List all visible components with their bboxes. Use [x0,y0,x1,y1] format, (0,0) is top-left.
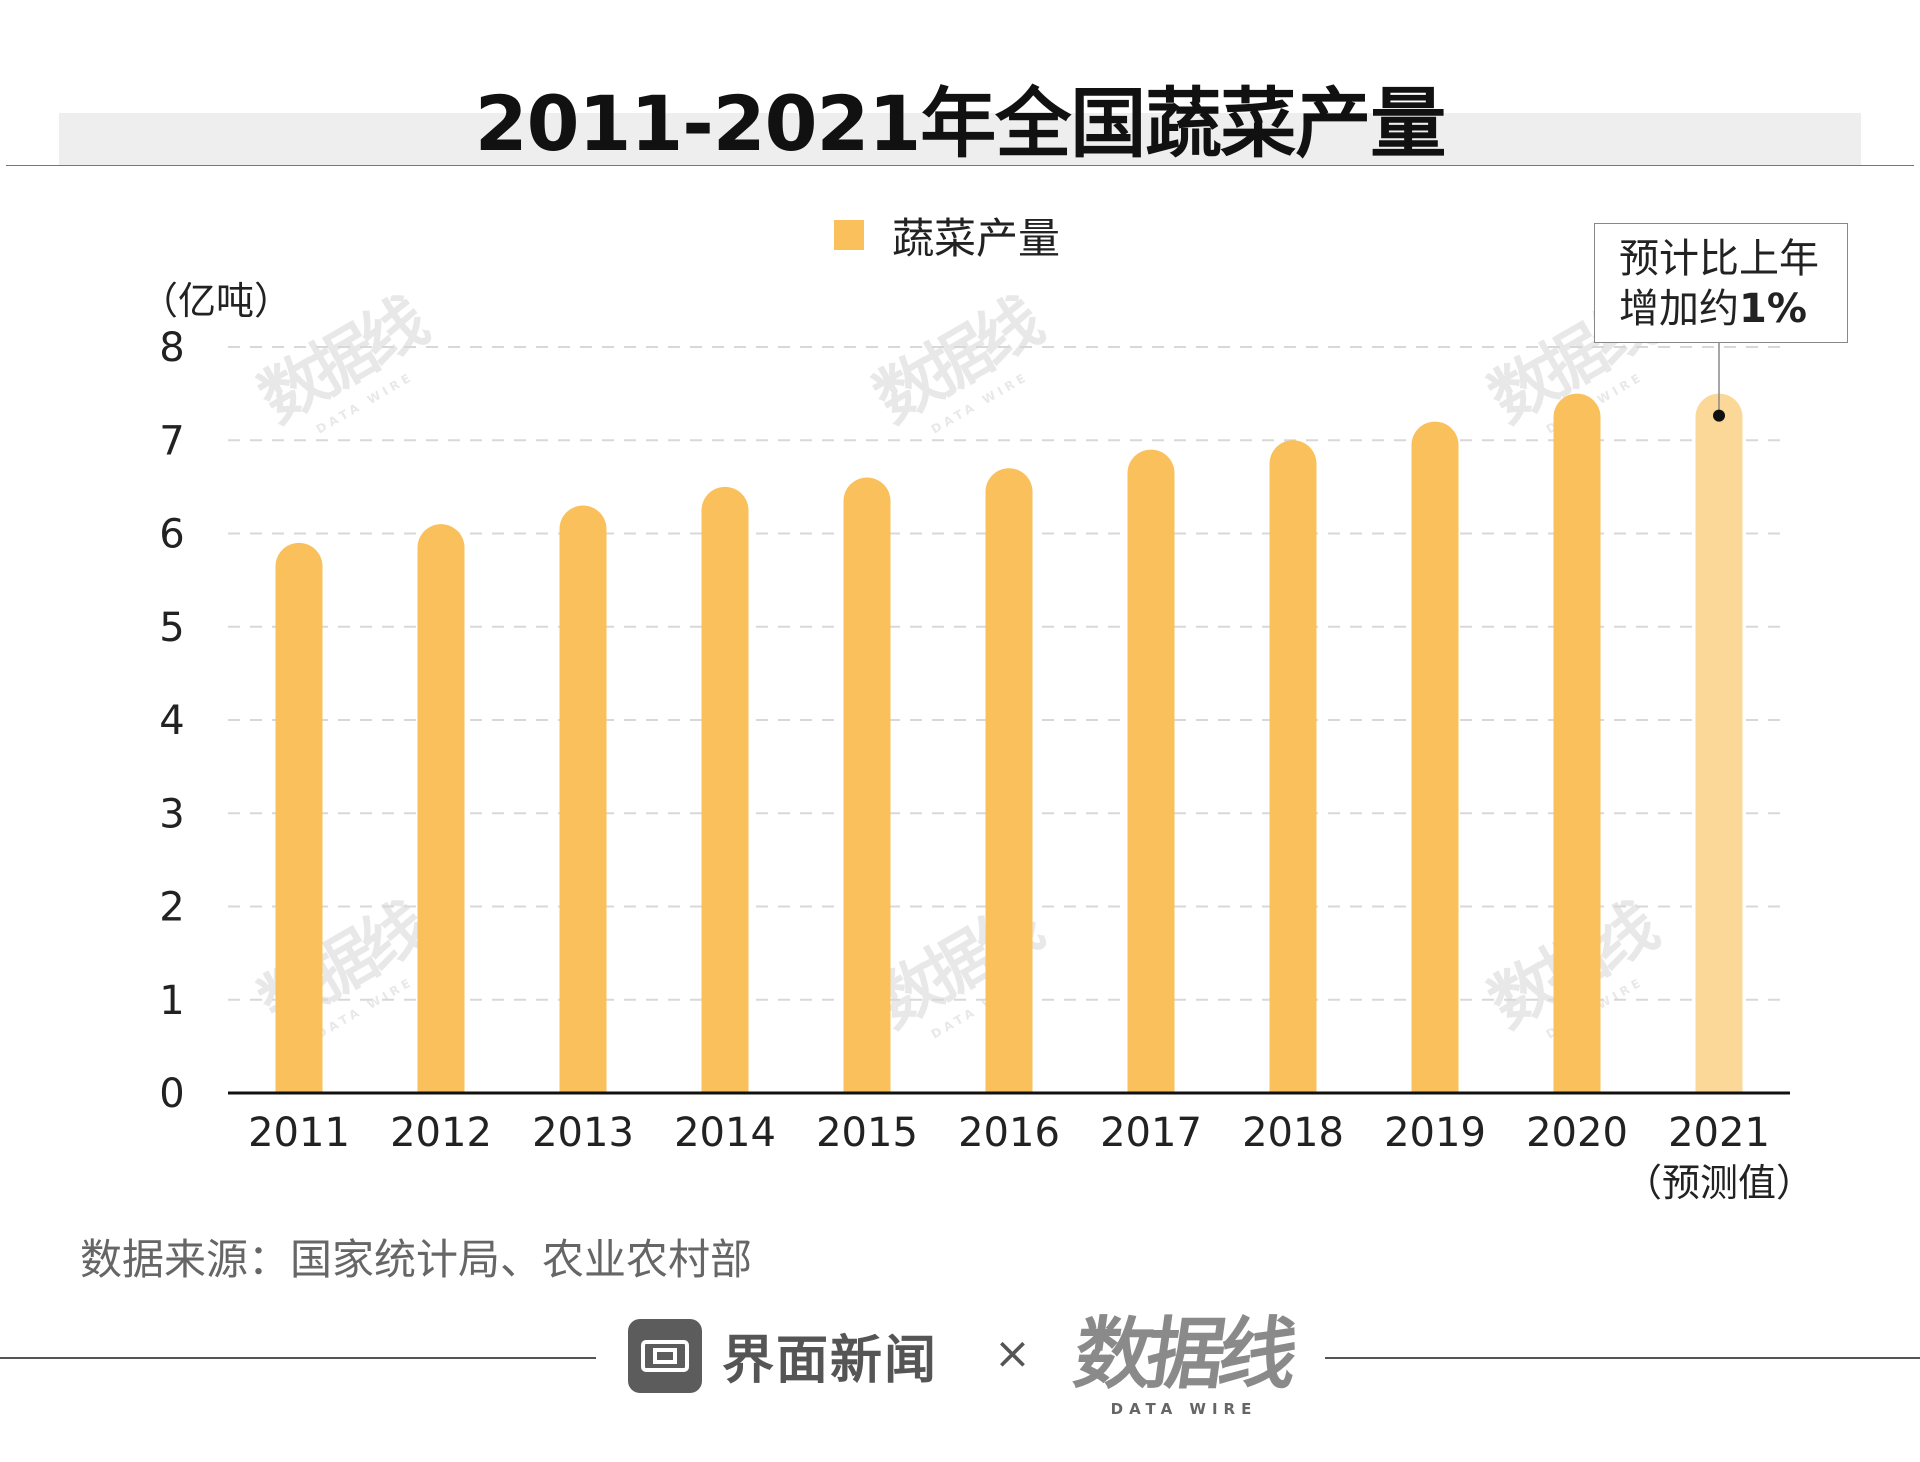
annotation-line2: 增加约1% [1619,284,1847,334]
bar [701,486,749,1093]
jiemian-logo-icon [628,1318,702,1393]
bar [843,477,891,1093]
jiemian-brand: 界面新闻 [628,1318,938,1393]
x-tick-label: 2012 [390,1110,492,1156]
x-tick-label: 2017 [1100,1110,1202,1156]
y-tick-label: 3 [159,791,184,837]
brand-name: 界面新闻 [722,1331,939,1391]
y-tick-label: 1 [159,978,184,1024]
x-tick-label: 2016 [958,1110,1060,1156]
forecast-annotation: 预计比上年 增加约1% [1594,223,1848,343]
legend-label: 蔬菜产量 [892,213,1061,263]
y-tick-label: 5 [159,605,184,651]
source-note: 数据来源：国家统计局、农业农村部 [80,1235,753,1284]
x-tick-label: 2019 [1384,1110,1486,1156]
datawire-sub: DATA WIRE [1110,1400,1258,1418]
footer-divider-left [0,1357,596,1359]
times-separator: × [994,1328,1031,1379]
x-tick-sublabel: （预测值） [1624,1161,1814,1205]
title-rule [6,165,1914,166]
y-tick-label: 7 [159,418,184,464]
y-tick-label: 8 [159,325,184,371]
datawire-mark: 数据线 [1068,1310,1298,1400]
legend-swatch [834,220,864,250]
footer-divider-right [1325,1357,1920,1359]
bar [559,505,607,1093]
datawire-logo: 数据线 DATA WIRE [1069,1292,1298,1418]
x-tick-label: 2021 [1668,1110,1770,1156]
y-tick-label: 4 [159,698,184,744]
x-tick-label: 2013 [532,1110,634,1156]
x-tick-label: 2014 [674,1110,776,1156]
bar [985,468,1033,1093]
annotation-line1: 预计比上年 [1619,236,1819,282]
legend: 蔬菜产量 [834,210,1060,263]
x-tick-label: 2015 [816,1110,918,1156]
bar [1127,449,1175,1093]
x-tick-label: 2020 [1526,1110,1628,1156]
bar [1269,440,1317,1093]
x-tick-label: 2018 [1242,1110,1344,1156]
title-band [59,113,1861,165]
y-axis-unit: （亿吨） [140,279,293,323]
annotation-line2-text: 增加约 [1619,286,1739,332]
annotation-line2-bold: 1% [1739,286,1807,332]
bar [417,524,465,1093]
chart-title: 2011-2021年全国蔬菜产量 [474,79,1447,168]
annotation-dot [1713,409,1725,422]
x-tick-label: 2011 [248,1110,350,1156]
bar [1695,393,1743,1093]
y-tick-label: 2 [159,885,184,931]
bar [1411,421,1459,1094]
y-tick-label: 6 [159,512,184,558]
y-tick-label: 0 [159,1071,184,1117]
bar [1553,393,1601,1093]
bar [275,542,323,1093]
